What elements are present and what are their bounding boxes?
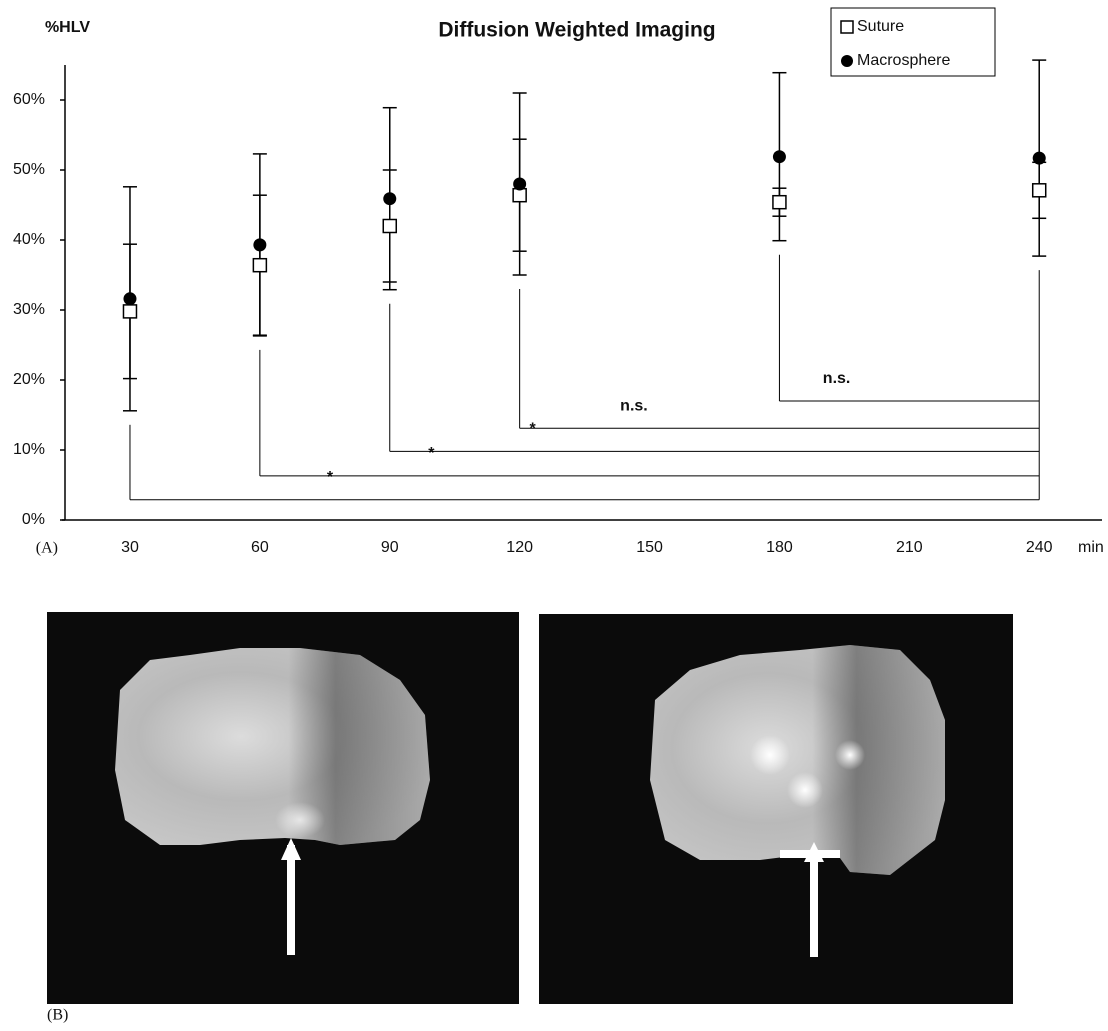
x-tick-label: 60 xyxy=(251,539,269,556)
marker xyxy=(122,304,138,319)
y-tick-label: 30% xyxy=(13,301,45,318)
annotation: n.s. xyxy=(823,370,851,387)
y-tick-label: 10% xyxy=(13,441,45,458)
annotation: * xyxy=(530,421,537,438)
y-tick-label: 60% xyxy=(13,91,45,108)
annotation: * xyxy=(428,445,435,462)
panel-label: (B) xyxy=(47,1007,68,1024)
legend-label: Macrosphere xyxy=(857,52,950,69)
marker xyxy=(252,257,268,273)
marker xyxy=(1031,183,1047,198)
legend-marker xyxy=(840,20,854,34)
panel-label: (A) xyxy=(36,540,58,557)
marker xyxy=(772,194,787,210)
marker xyxy=(772,150,786,164)
x-tick-label: 210 xyxy=(896,539,923,556)
legend-marker xyxy=(841,55,853,67)
x-tick-label: 180 xyxy=(766,539,793,556)
marker xyxy=(513,177,527,191)
y-tick-label: 20% xyxy=(13,371,45,388)
y-tick-label: 40% xyxy=(13,231,45,248)
annotation: * xyxy=(327,469,334,486)
x-axis-label: min xyxy=(1078,539,1104,556)
marker xyxy=(382,218,398,234)
y-axis-label: %HLV xyxy=(45,19,90,36)
marker xyxy=(1032,151,1046,165)
marker xyxy=(512,187,527,203)
x-tick-label: 90 xyxy=(381,539,399,556)
legend-label: Suture xyxy=(857,18,904,35)
y-tick-label: 50% xyxy=(13,161,45,178)
x-tick-label: 150 xyxy=(636,539,663,556)
legend-box xyxy=(830,7,996,77)
annotation: n.s. xyxy=(620,398,648,415)
chart-title: Diffusion Weighted Imaging xyxy=(438,19,715,42)
mri-image-left xyxy=(47,612,519,1004)
marker xyxy=(383,192,397,206)
marker xyxy=(253,238,267,252)
mri-image-right xyxy=(539,614,1013,1004)
marker xyxy=(123,292,137,306)
x-tick-label: 120 xyxy=(506,539,533,556)
y-tick-label: 0% xyxy=(22,511,45,528)
x-tick-label: 240 xyxy=(1026,539,1053,556)
x-tick-label: 30 xyxy=(121,539,139,556)
